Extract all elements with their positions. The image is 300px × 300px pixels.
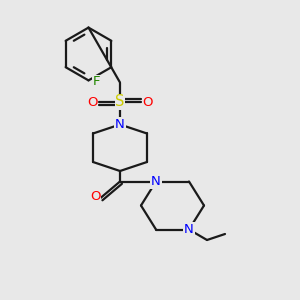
Text: F: F (93, 75, 101, 88)
Text: N: N (184, 223, 194, 236)
Text: N: N (151, 175, 161, 188)
Text: O: O (142, 95, 153, 109)
Text: O: O (87, 95, 98, 109)
Text: S: S (115, 94, 125, 110)
Text: O: O (90, 190, 100, 203)
Text: N: N (115, 118, 125, 131)
